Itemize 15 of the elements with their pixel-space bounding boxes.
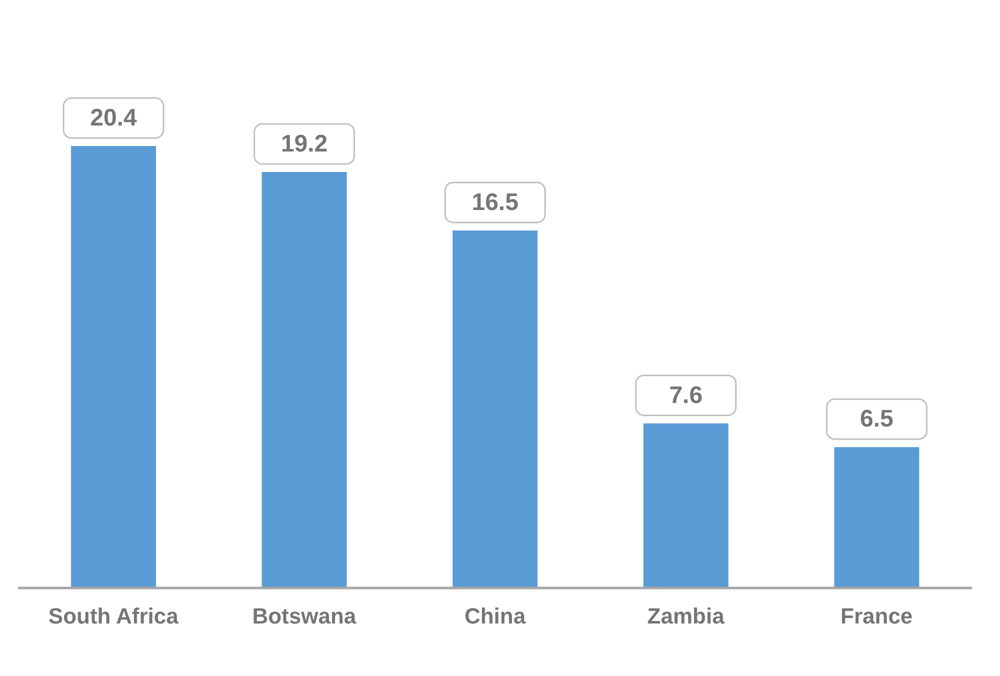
bar	[262, 172, 347, 588]
data-label: 19.2	[280, 130, 328, 158]
x-tick-label: France	[840, 604, 913, 629]
bar	[452, 230, 538, 588]
data-label: 7.6	[669, 382, 703, 409]
bar	[643, 423, 728, 588]
data-label: 16.5	[472, 189, 518, 216]
data-label: 6.5	[860, 406, 894, 433]
x-tick-label: Botswana	[252, 604, 357, 629]
bar	[834, 447, 920, 588]
bar	[71, 146, 156, 588]
x-tick-label: Zambia	[647, 604, 726, 629]
x-tick-label: China	[464, 604, 526, 629]
data-label: 20.4	[90, 104, 138, 132]
x-tick-label: South Africa	[48, 604, 180, 629]
